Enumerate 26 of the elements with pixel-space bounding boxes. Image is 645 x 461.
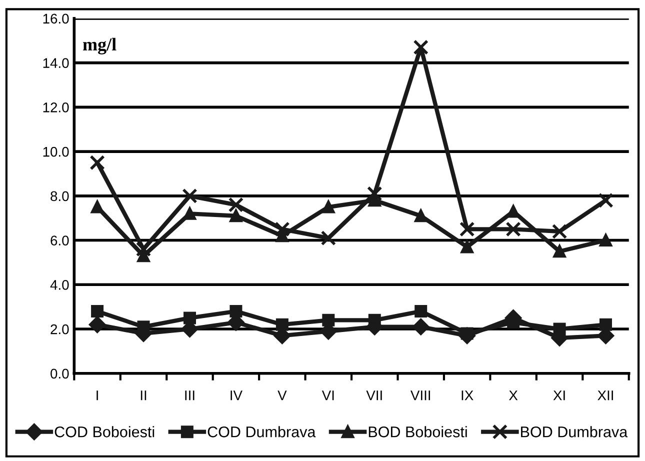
x-tick-label: V	[278, 390, 287, 400]
x-tick-label: III	[185, 390, 194, 400]
y-tick-label: 16.0	[43, 14, 69, 24]
y-tick-label: 8.0	[50, 191, 69, 202]
y-tick-label: 2.0	[50, 324, 69, 334]
x-tick-label: XII	[598, 390, 613, 400]
y-tick-label: 10.0	[43, 146, 69, 157]
legend-label: COD Dumbrava	[208, 426, 316, 438]
y-tick-label: 6.0	[50, 236, 69, 246]
x-tick-label: VIII	[410, 390, 430, 400]
y-tick-label: 12.0	[43, 102, 69, 112]
x-tick-label: IV	[230, 390, 242, 400]
legend-label: BOD Boboiesti	[368, 426, 467, 438]
y-tick-label: 0.0	[50, 368, 69, 379]
legend-label: COD Boboiesti	[54, 426, 154, 438]
x-tick-label: IX	[462, 390, 474, 400]
x-tick-label: XI	[553, 390, 565, 400]
legend-label: BOD Dumbrava	[521, 426, 628, 438]
x-tick-label: II	[140, 390, 146, 400]
x-tick-label: VI	[322, 390, 334, 400]
x-tick-label: I	[96, 390, 98, 400]
y-tick-label: 14.0	[43, 58, 69, 68]
x-tick-label: VII	[366, 390, 382, 400]
y-axis-title: mg/l	[82, 38, 116, 54]
y-tick-label: 4.0	[50, 280, 69, 290]
x-tick-label: X	[508, 390, 518, 400]
